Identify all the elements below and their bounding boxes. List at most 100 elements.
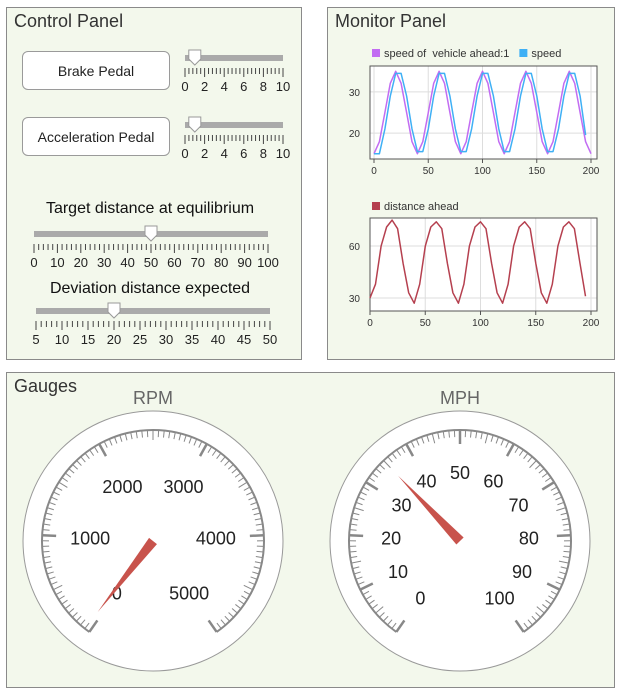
- gauge-tick: [248, 496, 256, 501]
- plot-area: [369, 217, 598, 312]
- gauge-tick: [415, 438, 420, 446]
- gauge-tick: [75, 615, 82, 622]
- deviation-distance-slider[interactable]: 5 10 15 20 25 30 35 40 45 50: [32, 302, 277, 347]
- gauge-tick: [490, 434, 494, 442]
- gauge-tick: [44, 561, 52, 564]
- slider-tick-label: 50: [144, 255, 158, 270]
- x-tick-label: 100: [472, 318, 489, 329]
- legend-label: distance ahead: [384, 201, 459, 213]
- brake-pedal-button[interactable]: Brake Pedal: [22, 51, 170, 90]
- slider-handle[interactable]: [107, 302, 121, 319]
- target-distance-slider[interactable]: 0 10 20 30 40 50 60 70 80 90 100: [30, 225, 279, 270]
- gauge-tick: [198, 443, 208, 457]
- gauge-tick: [545, 477, 552, 482]
- acceleration-slider[interactable]: 0 2 4 6 8 10: [181, 116, 290, 161]
- gauge-tick: [216, 622, 222, 629]
- gauge-tick: [231, 468, 238, 474]
- gauges-panel-title: Gauges: [14, 376, 78, 396]
- gauge-tick: [168, 431, 171, 439]
- gauge-tick: [246, 491, 253, 496]
- gauge-tick: [375, 468, 382, 474]
- gauge-tick: [426, 434, 430, 442]
- gauge-tick: [351, 518, 359, 521]
- gauge-tick: [42, 529, 50, 531]
- legend-label: speed: [531, 48, 561, 60]
- slider-tick-label: 4: [221, 146, 228, 161]
- gauge-label: 0: [112, 584, 122, 604]
- gauge-tick: [163, 430, 165, 438]
- gauge-tick: [48, 501, 56, 506]
- gauge-tick: [43, 523, 51, 526]
- slider-tick-label: 6: [240, 146, 247, 161]
- chart-1: 0 50 100 150 200 30 60 distance ahead: [349, 201, 600, 329]
- gauge-tick: [475, 431, 478, 439]
- gauge-tick: [250, 501, 258, 506]
- gauge-tick: [352, 512, 360, 516]
- slider-track: [185, 55, 283, 61]
- gauge-tick: [545, 599, 552, 605]
- slider-tick-label: 20: [107, 332, 121, 347]
- gauge-tick: [546, 582, 561, 591]
- x-tick-label: 100: [474, 166, 491, 177]
- gauge-tick: [505, 443, 515, 457]
- gauge-tick: [216, 452, 222, 460]
- slider-tick-label: 30: [159, 332, 173, 347]
- gauge-tick: [556, 533, 571, 538]
- x-tick-label: 200: [583, 166, 600, 177]
- gauge-tick: [42, 533, 57, 538]
- gauge-tick: [80, 456, 86, 463]
- acceleration-pedal-button[interactable]: Acceleration Pedal: [22, 117, 170, 156]
- gauge-tick: [64, 604, 71, 610]
- slider-tick-label: 40: [120, 255, 134, 270]
- gauge-tick: [350, 556, 358, 559]
- gauge-tick: [241, 595, 248, 600]
- slider-tick-label: 30: [97, 255, 111, 270]
- gauge-tick: [560, 512, 568, 516]
- gauge-tick: [391, 452, 397, 460]
- x-tick-label: 0: [367, 318, 373, 329]
- gauge-tick: [563, 529, 571, 531]
- gauge-tick: [43, 556, 51, 559]
- legend-label: speed of vehicle ahead:1: [384, 48, 509, 60]
- gauge-tick: [224, 615, 231, 622]
- slider-handle[interactable]: [188, 49, 202, 66]
- gauge-tick: [119, 434, 123, 442]
- gauge-tick: [68, 608, 75, 614]
- gauge-tick: [61, 477, 68, 482]
- gauge-tick: [243, 584, 253, 591]
- gauge-label: 4000: [196, 529, 236, 549]
- gauge-tick: [224, 460, 230, 466]
- gauge-tick: [234, 472, 242, 478]
- x-tick-label: 150: [527, 318, 544, 329]
- gauge-tick: [484, 433, 489, 444]
- gauge-label: 3000: [164, 477, 204, 497]
- gauge-tick: [256, 529, 264, 531]
- monitor-panel-title: Monitor Panel: [335, 11, 447, 31]
- gauge-tick: [227, 464, 234, 470]
- slider-handle[interactable]: [188, 116, 202, 133]
- control-panel-title: Control Panel: [14, 11, 124, 31]
- gauge-tick: [253, 512, 261, 516]
- gauge-tick: [88, 619, 99, 633]
- slider-handle[interactable]: [144, 225, 158, 242]
- gauge-tick: [114, 436, 118, 444]
- gauge-tick: [518, 449, 524, 456]
- gauge-tick: [562, 523, 570, 526]
- gauge-tick: [103, 441, 108, 448]
- gauge-tick: [84, 452, 90, 460]
- gauge-tick: [44, 518, 52, 521]
- gauge-tick: [371, 472, 379, 478]
- gauge-tick: [135, 431, 138, 439]
- y-tick-label: 30: [349, 294, 361, 305]
- slider-tick-label: 70: [191, 255, 205, 270]
- gauge-tick: [405, 443, 415, 457]
- gauge-tick: [80, 619, 86, 626]
- gauge-tick: [45, 512, 53, 516]
- gauge-label: 2000: [102, 477, 142, 497]
- gauge-tick: [255, 523, 263, 526]
- slider-tick-label: 8: [260, 79, 267, 94]
- gauge-tick: [72, 612, 78, 618]
- gauge-tick: [243, 486, 251, 491]
- gauge-tick: [53, 491, 60, 496]
- brake-slider[interactable]: 0 2 4 6 8 10: [181, 49, 290, 94]
